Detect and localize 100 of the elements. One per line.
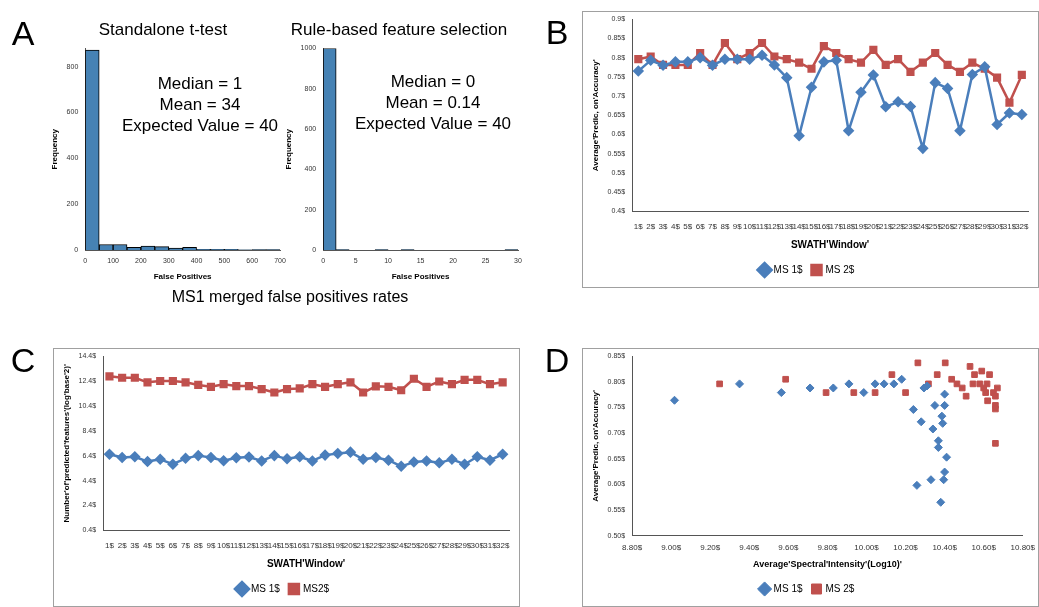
x-tick-label: 9$ <box>732 222 743 232</box>
x-tick-label: 7$ <box>708 222 718 232</box>
x-tick-label: 26$ <box>940 222 955 232</box>
x-tick-label: 14$ <box>792 222 807 232</box>
x-tick-label: 15$ <box>280 541 295 551</box>
x-tick-label: 8$ <box>193 541 204 551</box>
x-tick-label: 31$ <box>1002 222 1017 232</box>
x-tick-label: 3$ <box>658 222 669 232</box>
x-tick-label: 24$ <box>394 541 409 551</box>
annotation: Expected Value = 40 <box>354 113 512 133</box>
x-tick-label: 16$ <box>293 541 307 551</box>
x-tick-label: 18$ <box>318 541 333 551</box>
x-tick-label: 8.80$ <box>622 542 643 552</box>
x-tick-label: 17$ <box>829 222 844 232</box>
text: MS1 merged false positives rates <box>171 288 409 305</box>
x-tick-label: 4$ <box>670 222 681 232</box>
x-tick-label: 29$ <box>457 541 472 551</box>
x-tick-label: 10$ <box>742 222 757 232</box>
x-tick-label: 29$ <box>978 222 992 232</box>
x-tick-label: 20$ <box>343 541 358 551</box>
x-tick-label: 25$ <box>407 541 422 551</box>
x-tick-label: 28$ <box>445 541 460 551</box>
x-axis-title: Average'Spectral'Intensity'(Log10)' <box>753 559 902 570</box>
x-tick-label: 8$ <box>720 222 730 232</box>
x-tick-label: 5$ <box>683 222 693 232</box>
text: D <box>544 341 570 379</box>
x-tick-label: 17$ <box>305 541 320 551</box>
x-tick-label: 13$ <box>254 541 269 551</box>
x-tick-label: 10.20$ <box>893 542 919 552</box>
x-tick-label: 27$ <box>953 222 968 232</box>
x-tick-label: 14$ <box>267 541 282 551</box>
x-tick-label: 1$ <box>633 222 644 232</box>
x-tick-label: 19$ <box>854 222 869 232</box>
x-tick-label: 10.60$ <box>971 542 997 552</box>
x-tick-label: 9.20$ <box>700 542 721 552</box>
x-tick-label: 26$ <box>419 541 434 551</box>
x-tick-label: 10.40$ <box>932 542 958 552</box>
x-tick-label: 1$ <box>105 541 115 551</box>
x-tick-label: 23$ <box>903 222 918 232</box>
legend-label: MS 2$ <box>825 263 855 275</box>
x-tick-label: 21$ <box>356 541 371 551</box>
text: C <box>10 341 36 379</box>
x-axis-title: False Positives <box>391 272 451 282</box>
x-tick-label: 23$ <box>381 541 396 551</box>
x-tick-label: 4$ <box>143 541 153 551</box>
x-tick-label: 12$ <box>767 222 782 232</box>
x-tick-label: 22$ <box>369 541 384 551</box>
x-tick-label: 16$ <box>817 222 832 232</box>
x-tick-label: 3$ <box>130 541 140 551</box>
x-tick-label: 22$ <box>891 222 906 232</box>
x-tick-label: 9.00$ <box>661 542 682 552</box>
x-tick-label: 30$ <box>990 222 1005 232</box>
x-tick-label: 10.00$ <box>854 542 880 552</box>
annotation: Mean = 34 <box>159 94 241 114</box>
legend-label: MS 1$ <box>773 263 803 275</box>
x-tick-label: 2$ <box>646 222 656 232</box>
annotation: Median = 0 <box>390 71 476 91</box>
x-tick-label: 9.80$ <box>817 542 838 552</box>
x-tick-label: 32$ <box>1015 222 1030 232</box>
x-tick-label: 24$ <box>916 222 931 232</box>
x-tick-label: 20$ <box>866 222 881 232</box>
x-tick-label: 18$ <box>841 222 856 232</box>
x-axis-title: False Positives <box>153 272 213 282</box>
x-tick-label: 10$ <box>216 541 231 551</box>
legend-label: MS 1$ <box>773 582 803 594</box>
x-tick-label: 9$ <box>206 541 216 551</box>
x-tick-label: 7$ <box>181 541 191 551</box>
x-tick-label: 9.40$ <box>739 542 760 552</box>
x-tick-label: 5$ <box>155 541 166 551</box>
annotation: Expected Value = 40 <box>121 115 279 135</box>
x-tick-label: 2$ <box>117 541 128 551</box>
x-tick-label: 15$ <box>804 222 819 232</box>
y-axis-title: Frequency <box>50 128 59 170</box>
x-tick-label: 32$ <box>495 541 510 551</box>
y-axis-title: Average'Predic, on'Accuracy' <box>591 59 600 172</box>
x-tick-label: 25$ <box>928 222 943 232</box>
x-tick-label: 6$ <box>695 222 706 232</box>
legend-label: MS 1$ <box>250 582 281 594</box>
x-tick-label: 30$ <box>470 541 485 551</box>
annotation: Mean = 0.14 <box>385 92 481 112</box>
x-tick-label: 31$ <box>483 541 498 551</box>
x-tick-label: 6$ <box>168 541 178 551</box>
chart-title: Rule-based feature selection <box>290 19 508 39</box>
x-axis-title: SWATH'Window' <box>266 557 346 569</box>
x-axis-title: SWATH'Window' <box>790 238 870 250</box>
y-axis-title: Frequency <box>284 128 293 170</box>
chart-title: Standalone t-test <box>98 19 228 39</box>
legend-label: MS 2$ <box>825 582 855 594</box>
x-tick-label: 10.80$ <box>1010 542 1036 552</box>
text: B <box>545 13 569 51</box>
y-axis-title: Number'of'predicted'features'(log'base'2)' <box>62 364 71 523</box>
x-tick-label: 27$ <box>432 541 447 551</box>
x-tick-label: 28$ <box>965 222 980 232</box>
y-axis-title: Average'Predic, on'Accuracy' <box>591 389 600 502</box>
x-tick-label: 13$ <box>780 222 794 232</box>
x-tick-label: 9.60$ <box>778 542 799 552</box>
legend-label: MS2$ <box>302 582 330 594</box>
annotation: Median = 1 <box>157 73 243 93</box>
x-tick-label: 11$ <box>755 222 769 232</box>
x-tick-label: 21$ <box>879 222 893 232</box>
